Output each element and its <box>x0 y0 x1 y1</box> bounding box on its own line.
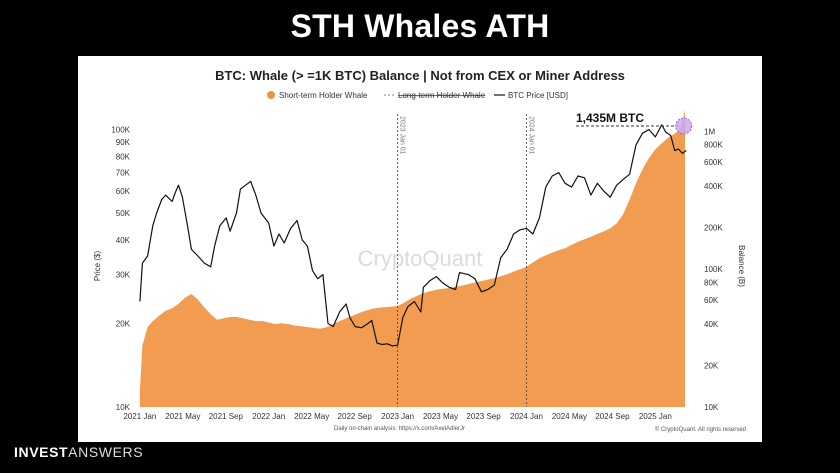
x-tick-label: 2022 May <box>294 412 329 421</box>
vline-label-1: 2024 Jan 01 <box>527 116 534 155</box>
x-tick-label: 2021 Jan <box>123 412 156 421</box>
y-right-tick-label: 20K <box>704 362 719 371</box>
y-left-tick-label: 90K <box>116 138 131 147</box>
x-tick-label: 2023 May <box>423 412 458 421</box>
y-right-tick-label: 10K <box>704 403 719 412</box>
footer-right: © CryptoQuant. All rights reserved <box>655 426 746 433</box>
chart-title: BTC: Whale (> =1K BTC) Balance | Not fro… <box>215 68 625 83</box>
legend-price-label: BTC Price [USD] <box>508 91 568 100</box>
x-tick-label: 2023 Jan <box>381 412 414 421</box>
series-area-sth-whale <box>139 109 685 407</box>
y-left-tick-label: 60K <box>116 187 131 196</box>
vline-label-0: 2023 Jan 01 <box>399 116 406 155</box>
y-axis-right-label: Balance (B) <box>737 245 746 287</box>
x-tick-label: 2022 Sep <box>338 412 373 421</box>
y-right-tick-label: 600K <box>704 158 723 167</box>
brand-bold: INVEST <box>14 444 69 460</box>
chart-card: BTC: Whale (> =1K BTC) Balance | Not fro… <box>78 56 762 442</box>
brand-logo: INVESTANSWERS <box>14 444 143 460</box>
y-right-tick-label: 800K <box>704 141 723 150</box>
x-tick-label: 2024 Sep <box>595 412 630 421</box>
x-tick-label: 2024 May <box>552 412 587 421</box>
y-right-tick-label: 200K <box>704 224 723 233</box>
y-left-tick-label: 20K <box>116 319 131 328</box>
footer-left: Daily on-chain analysis: https://x.com/A… <box>334 426 465 432</box>
y-left-tick-label: 80K <box>116 152 131 161</box>
x-tick-label: 2024 Jan <box>510 412 543 421</box>
annotation-label: 1,435M BTC <box>576 111 644 125</box>
plot-area <box>139 109 687 407</box>
axes-layer: 10K 20K 30K 40K 50K 60K 70K 80K 90K 100K 10K 20K 40K… <box>111 125 723 421</box>
x-tick-label: 2021 Sep <box>209 412 244 421</box>
y-left-tick-label: 100K <box>111 125 130 134</box>
slide-title: STH Whales ATH <box>290 8 550 44</box>
y-right-tick-label: 1M <box>704 127 715 136</box>
x-tick-label: 2022 Jan <box>252 412 285 421</box>
y-left-tick-label: 40K <box>116 236 131 245</box>
legend-sth-label: Short-term Holder Whale <box>279 91 368 100</box>
chart-legend: Short-term Holder Whale Long-term Holder… <box>267 91 568 100</box>
x-tick-label: 2025 Jan <box>639 412 672 421</box>
y-left-tick-label: 70K <box>116 168 131 177</box>
y-left-tick-label: 50K <box>116 209 131 218</box>
y-right-tick-label: 40K <box>704 320 719 329</box>
legend-lth-label: Long-term Holder Whale <box>398 91 486 100</box>
watermark: CryptoQuant <box>358 246 483 271</box>
x-tick-label: 2021 May <box>165 412 200 421</box>
y-left-tick-label: 10K <box>116 403 131 412</box>
y-right-tick-label: 400K <box>704 182 723 191</box>
vlines-layer: 2023 Jan 01 2024 Jan 01 1,435M BTC <box>397 111 693 407</box>
y-axis-left-label: Price ($) <box>93 251 102 282</box>
chart-svg: BTC: Whale (> =1K BTC) Balance | Not fro… <box>93 68 746 433</box>
y-right-tick-label: 80K <box>704 279 719 288</box>
x-tick-label: 2023 Sep <box>466 412 501 421</box>
annotation-circle <box>675 117 693 135</box>
y-left-tick-label: 30K <box>116 271 131 280</box>
y-right-tick-label: 100K <box>704 265 723 274</box>
series-line-btc-price <box>139 124 687 347</box>
legend-sth-marker <box>267 91 275 99</box>
y-right-tick-label: 60K <box>704 296 719 305</box>
brand-light: ANSWERS <box>68 444 144 460</box>
